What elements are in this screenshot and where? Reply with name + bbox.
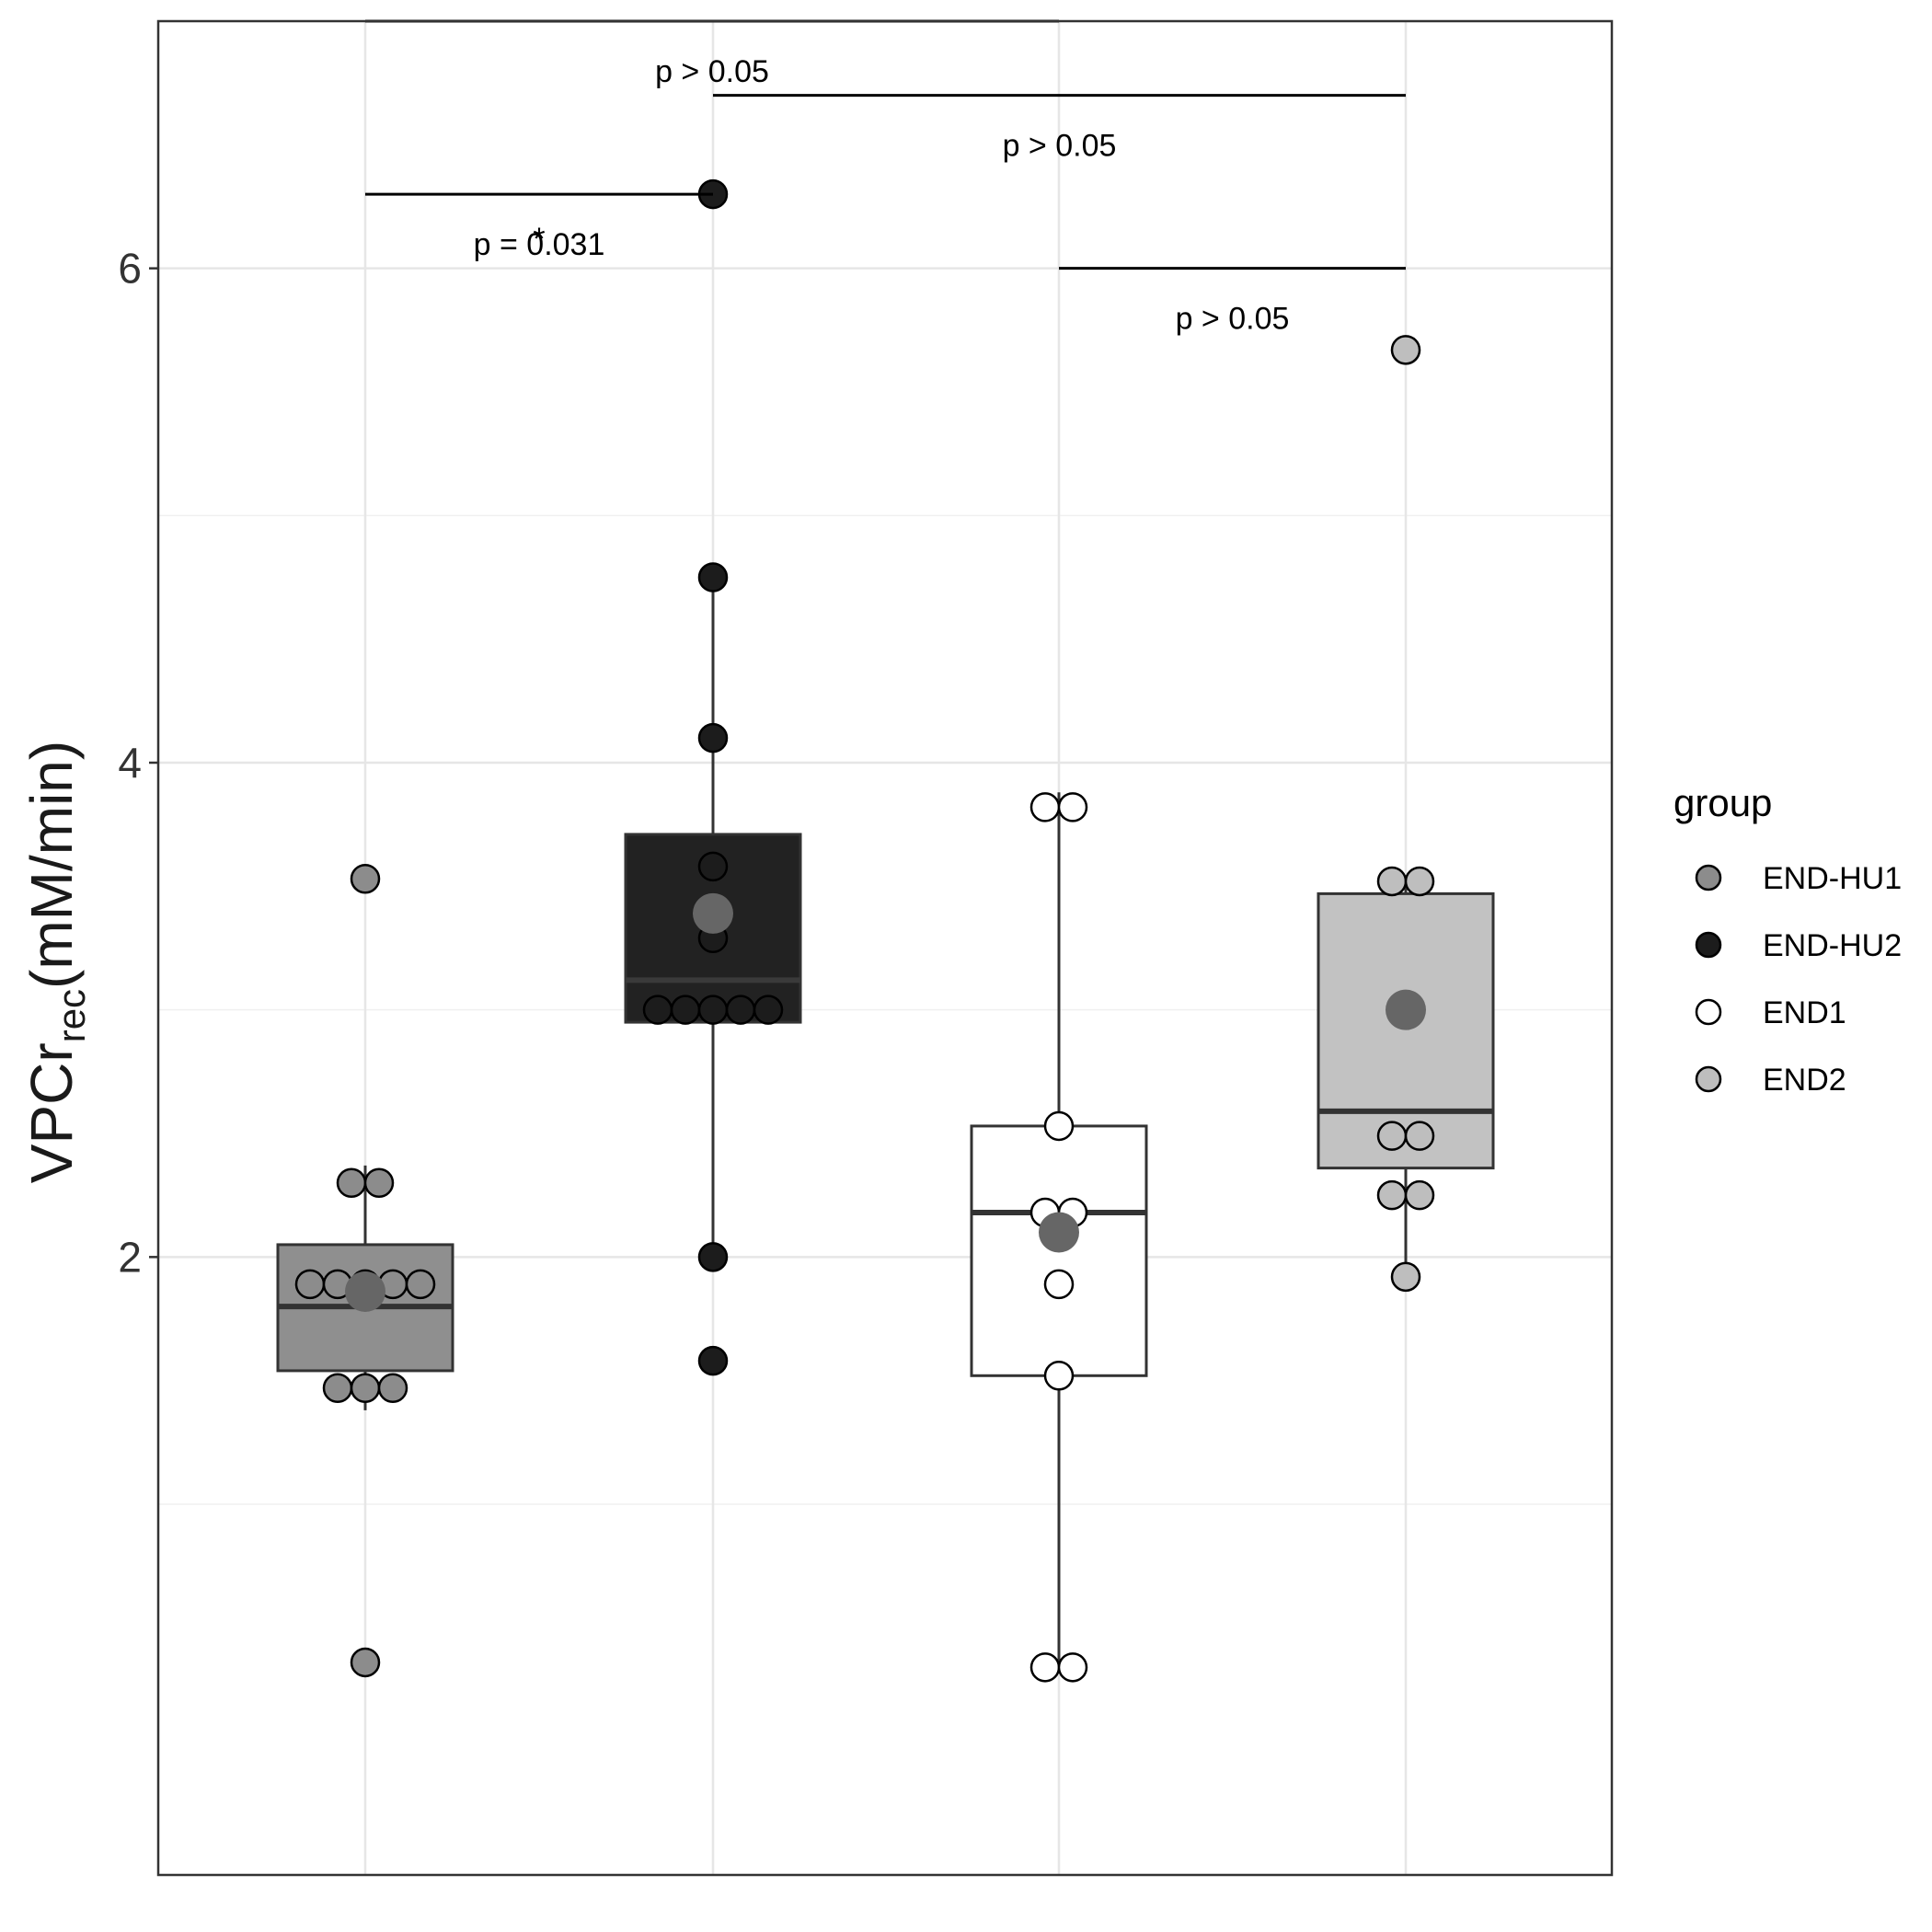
data-point — [670, 995, 701, 1025]
data-point — [1390, 335, 1421, 365]
data-point — [725, 995, 756, 1025]
significance-star: * — [533, 222, 545, 257]
mean-marker — [1039, 1212, 1079, 1253]
data-point — [350, 864, 381, 894]
data-point — [1029, 1652, 1061, 1683]
data-points — [294, 178, 1435, 1683]
data-point — [1043, 1110, 1075, 1142]
data-point — [294, 1269, 326, 1300]
legend: group END-HU1 END-HU2 END1 END2 — [1673, 781, 1902, 1098]
comparison-p-value: p > 0.05 — [1003, 129, 1117, 164]
y-axis-title-units: (mM/min) — [18, 741, 85, 989]
data-point — [1029, 792, 1061, 822]
comparison-p-value: p > 0.05 — [655, 54, 769, 89]
legend-key — [1695, 998, 1722, 1026]
data-point — [1404, 1179, 1435, 1211]
legend-label: END-HU2 — [1763, 928, 1902, 963]
box-iqr — [1317, 891, 1495, 1170]
data-point — [697, 1242, 729, 1272]
plot-panel-border — [156, 19, 1614, 1877]
legend-key — [1695, 864, 1722, 891]
mean-marker — [693, 892, 733, 934]
data-point — [642, 995, 673, 1025]
y-axis-title-main: VPCr — [18, 1042, 85, 1183]
y-tick-label: 6 — [118, 245, 142, 293]
y-tick-label: 4 — [118, 739, 142, 787]
data-point — [1043, 1361, 1075, 1391]
data-point — [405, 1269, 436, 1300]
mean-marker — [1386, 989, 1426, 1030]
data-point — [697, 1345, 729, 1376]
legend-label: END-HU1 — [1763, 861, 1902, 896]
data-point — [1376, 866, 1408, 897]
comparison-p-value: p > 0.05 — [1176, 302, 1290, 337]
mean-markers — [345, 892, 1426, 1312]
data-point — [697, 562, 729, 592]
data-point — [322, 1373, 353, 1403]
data-point — [697, 851, 729, 882]
legend-label: END2 — [1763, 1063, 1846, 1098]
data-point — [1390, 1261, 1421, 1293]
legend-title: group — [1673, 781, 1772, 824]
data-point — [1404, 866, 1435, 897]
y-axis-title: VPCrrec(mM/min) — [18, 741, 93, 1183]
y-tick-label: 2 — [118, 1233, 142, 1281]
legend-key — [1695, 1065, 1722, 1093]
comparison-p-value: p = 0.031 — [474, 227, 605, 262]
data-point — [1376, 1121, 1408, 1151]
data-point — [363, 1167, 395, 1198]
legend-label: END1 — [1763, 995, 1846, 1030]
data-point — [1376, 1179, 1408, 1211]
legend-key — [1695, 931, 1722, 959]
data-point — [350, 1373, 381, 1403]
mean-marker — [345, 1271, 385, 1312]
data-point — [753, 995, 784, 1025]
data-point — [336, 1167, 367, 1198]
data-point — [350, 1647, 381, 1678]
data-point — [697, 722, 729, 753]
data-point — [377, 1373, 408, 1403]
data-point — [1404, 1121, 1435, 1151]
data-point — [1057, 792, 1088, 822]
data-point — [1043, 1269, 1075, 1300]
data-point — [1057, 1652, 1088, 1683]
data-point — [697, 995, 729, 1025]
y-axis-ticks: 2 4 6 — [118, 245, 158, 1281]
y-axis-title-subscript: rec — [50, 989, 93, 1042]
